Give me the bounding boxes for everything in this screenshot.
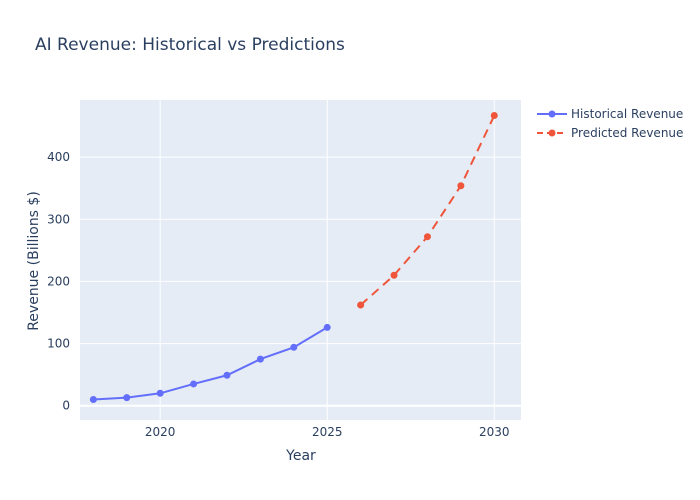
axes: 0 100 200 300 400 2020 2025 2030 bbox=[47, 150, 509, 439]
y-tick-label: 300 bbox=[47, 212, 70, 226]
legend-label: Historical Revenue bbox=[571, 107, 683, 121]
data-point[interactable] bbox=[323, 323, 331, 331]
legend-swatch-marker bbox=[548, 129, 556, 137]
series-predicted[interactable] bbox=[357, 112, 498, 309]
data-point[interactable] bbox=[290, 343, 298, 351]
plot-area bbox=[80, 100, 521, 420]
data-point[interactable] bbox=[156, 389, 164, 397]
y-tick-label: 200 bbox=[47, 274, 70, 288]
data-point[interactable] bbox=[190, 380, 198, 388]
y-tick-label: 0 bbox=[62, 399, 70, 413]
series-line bbox=[93, 326, 328, 401]
chart-title: AI Revenue: Historical vs Predictions bbox=[35, 35, 345, 55]
series-layer bbox=[89, 112, 498, 403]
y-axis-title: Revenue (Billions $) bbox=[26, 191, 42, 331]
series-historical[interactable] bbox=[89, 323, 331, 403]
data-point[interactable] bbox=[223, 371, 231, 379]
legend-item[interactable]: Predicted Revenue bbox=[537, 126, 683, 140]
x-tick-label: 2025 bbox=[312, 425, 343, 439]
data-point[interactable] bbox=[423, 233, 431, 241]
x-tick-label: 2020 bbox=[145, 425, 176, 439]
data-point[interactable] bbox=[390, 271, 398, 279]
data-point[interactable] bbox=[256, 355, 264, 363]
legend-label: Predicted Revenue bbox=[571, 126, 683, 140]
y-tick-label: 100 bbox=[47, 337, 70, 351]
x-axis-title: Year bbox=[285, 448, 316, 464]
data-point[interactable] bbox=[89, 395, 97, 403]
grid-lines bbox=[80, 100, 521, 420]
legend-swatch-marker bbox=[548, 110, 556, 118]
legend-item[interactable]: Historical Revenue bbox=[537, 107, 683, 121]
x-tick-label: 2030 bbox=[479, 425, 510, 439]
data-point[interactable] bbox=[490, 112, 498, 120]
y-tick-label: 400 bbox=[47, 150, 70, 164]
legend[interactable]: Historical Revenue Predicted Revenue bbox=[537, 107, 683, 140]
data-point[interactable] bbox=[357, 301, 365, 309]
data-point[interactable] bbox=[123, 394, 131, 402]
data-point[interactable] bbox=[457, 182, 465, 190]
